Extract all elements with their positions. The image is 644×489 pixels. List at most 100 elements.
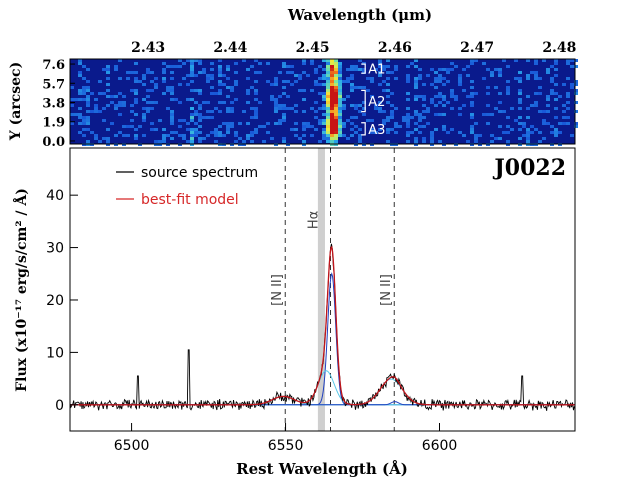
heatmap-cell [190, 65, 194, 68]
heatmap-cell [498, 101, 502, 104]
heatmap-cell [566, 116, 570, 119]
heatmap-cell [318, 65, 322, 68]
heatmap-cell [122, 134, 126, 137]
heatmap-cell [118, 101, 122, 104]
heatmap-cell [526, 116, 530, 119]
heatmap-cell [202, 68, 206, 71]
heatmap-cell [78, 107, 82, 110]
heatmap-cell [182, 77, 186, 80]
heatmap-cell [226, 110, 230, 113]
heatmap-cell [302, 128, 306, 131]
heatmap-cell [186, 83, 190, 86]
heatmap-cell [190, 116, 194, 119]
heatmap-cell [482, 113, 486, 116]
heatmap-cell [134, 71, 138, 74]
heatmap-cell [222, 83, 226, 86]
top-y-tick-label: 1.9 [42, 116, 65, 131]
heatmap-cell [346, 137, 350, 140]
heatmap-cell [406, 134, 410, 137]
heatmap-cell [310, 59, 314, 62]
heatmap-cell [322, 74, 326, 77]
heatmap-cell [534, 92, 538, 95]
bottom-y-tick-label: 0 [55, 398, 64, 414]
heatmap-cell [190, 89, 194, 92]
heatmap-cell [346, 68, 350, 71]
heatmap-cell [226, 77, 230, 80]
heatmap-cell [330, 107, 334, 110]
heatmap-cell [414, 98, 418, 101]
heatmap-cell [434, 86, 438, 89]
heatmap-cell [322, 134, 326, 137]
heatmap-cell [218, 110, 222, 113]
heatmap-cell [122, 95, 126, 98]
heatmap-cell [222, 134, 226, 137]
heatmap-cell [194, 89, 198, 92]
heatmap-cell [346, 119, 350, 122]
heatmap-cell [210, 92, 214, 95]
target-name-label: J0022 [492, 155, 566, 181]
heatmap-cell [458, 107, 462, 110]
heatmap-cell [322, 128, 326, 131]
heatmap-cell [486, 113, 490, 116]
heatmap-cell [106, 71, 110, 74]
heatmap-cell [162, 68, 166, 71]
heatmap-cell [146, 89, 150, 92]
heatmap-cell [118, 104, 122, 107]
heatmap-cell [442, 113, 446, 116]
heatmap-cell [518, 137, 522, 140]
heatmap-cell [322, 77, 326, 80]
heatmap-cell [170, 122, 174, 125]
top-x-tick-label: 2.48 [542, 40, 576, 56]
heatmap-cell [486, 86, 490, 89]
heatmap-cell [338, 104, 342, 107]
heatmap-cell [286, 80, 290, 83]
heatmap-cell [526, 74, 530, 77]
heatmap-cell [130, 104, 134, 107]
heatmap-cell [114, 65, 118, 68]
heatmap-cell [190, 113, 194, 116]
heatmap-cell [234, 140, 238, 143]
heatmap-cell [142, 77, 146, 80]
heatmap-cell [198, 119, 202, 122]
heatmap-cell [338, 80, 342, 83]
heatmap-cell [370, 128, 374, 131]
heatmap-cell [326, 128, 330, 131]
heatmap-cell [458, 80, 462, 83]
heatmap-cell [358, 140, 362, 143]
heatmap-cell [170, 71, 174, 74]
heatmap-cell [326, 101, 330, 104]
heatmap-cell [222, 122, 226, 125]
heatmap-cell [206, 110, 210, 113]
heatmap-cell [286, 107, 290, 110]
heatmap-cell [430, 134, 434, 137]
heatmap-cell [330, 62, 334, 65]
bottom-y-axis-label: Flux (x10⁻¹⁷ erg/s/cm² / Å) [12, 188, 30, 392]
heatmap-cell [362, 101, 366, 104]
heatmap-cell [354, 125, 358, 128]
heatmap-cell [470, 113, 474, 116]
heatmap-cell [110, 95, 114, 98]
heatmap-cell [334, 122, 338, 125]
heatmap-cell [366, 89, 370, 92]
heatmap-cell [546, 104, 550, 107]
heatmap-cell [458, 131, 462, 134]
heatmap-cell [542, 119, 546, 122]
heatmap-cell [254, 59, 258, 62]
best-fit-model-line [70, 245, 575, 406]
heatmap-cell [226, 107, 230, 110]
heatmap-cell [330, 110, 334, 113]
heatmap-cell [302, 71, 306, 74]
heatmap-cell [246, 122, 250, 125]
heatmap-cell [190, 71, 194, 74]
heatmap-cell [142, 116, 146, 119]
heatmap-cell [210, 116, 214, 119]
heatmap-cell [190, 140, 194, 143]
heatmap-cell [406, 107, 410, 110]
heatmap-cell [574, 110, 578, 113]
heatmap-cell [86, 86, 90, 89]
heatmap-cell [254, 80, 258, 83]
heatmap-cell [282, 140, 286, 143]
heatmap-cell [490, 74, 494, 77]
heatmap-cell [214, 140, 218, 143]
heatmap-cell [198, 113, 202, 116]
